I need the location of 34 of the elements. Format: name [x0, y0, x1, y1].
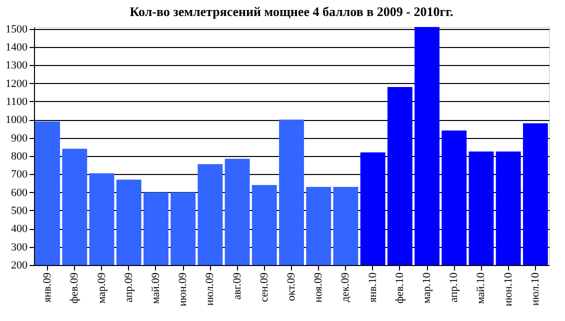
x-tick-label: янв.09: [42, 272, 54, 302]
y-tick-label: 500: [11, 204, 28, 217]
y-tick-label: 1400: [6, 41, 28, 54]
x-tick-label: фев.09: [68, 272, 81, 304]
x-tick-label: июл.10: [529, 272, 542, 306]
x-tick-label: июн.09: [177, 272, 190, 306]
x-tick-label: фев.10: [394, 272, 406, 304]
x-tick-label: апр.09: [122, 272, 135, 302]
chart-title: Кол-во землетрясений мощнее 4 баллов в 2009 - 2010гг.: [130, 4, 454, 19]
y-tick-label: 900: [11, 132, 28, 144]
x-tick-label: сен.09: [258, 272, 270, 302]
y-tick-label: 700: [11, 168, 28, 181]
y-tick-label: 300: [11, 241, 28, 254]
y-tick-label: 1100: [6, 96, 28, 108]
y-tick-label: 1500: [6, 23, 28, 36]
x-tick-label: май.10: [475, 272, 488, 304]
y-tick-label: 400: [11, 223, 28, 236]
y-tick-label: 1000: [6, 114, 28, 126]
y-tick-label: 800: [11, 150, 28, 162]
x-tick-label: дек.09: [340, 272, 352, 302]
x-tick-label: окт.09: [286, 272, 298, 301]
x-tick-label: мар.10: [421, 272, 434, 304]
x-tick-label: май.09: [150, 272, 162, 304]
x-tick-label: авг.09: [231, 272, 244, 300]
x-tick-label: мар.09: [96, 272, 108, 304]
y-tick-label: 1300: [6, 60, 28, 72]
x-tick-label: июн.10: [502, 272, 514, 306]
x-tick-label: ноя.09: [312, 272, 325, 302]
x-tick-label: апр.10: [448, 272, 460, 302]
y-tick-label: 1200: [6, 78, 28, 90]
y-tick-label: 200: [11, 260, 28, 272]
x-tick-label: янв.10: [366, 272, 379, 302]
y-tick-label: 600: [11, 186, 28, 199]
x-tick-label: июл.09: [204, 272, 216, 306]
